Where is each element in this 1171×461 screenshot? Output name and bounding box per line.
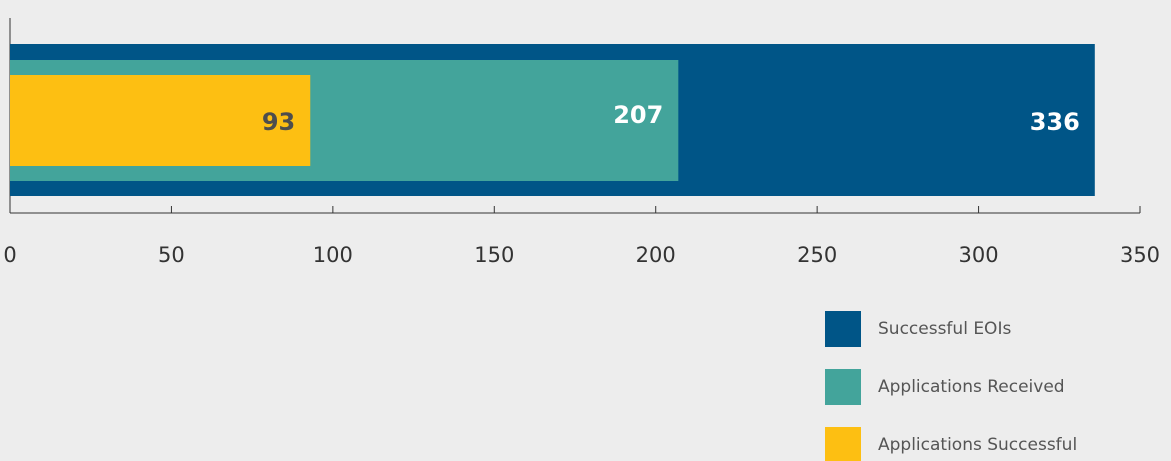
- x-tick-label: 350: [1120, 243, 1160, 267]
- legend-swatch: [825, 311, 861, 347]
- value-label: 207: [613, 101, 663, 129]
- x-tick-label: 250: [797, 243, 837, 267]
- x-tick-label: 50: [158, 243, 185, 267]
- x-tick-label: 300: [959, 243, 999, 267]
- x-tick-label: 150: [474, 243, 514, 267]
- x-tick-label: 200: [636, 243, 676, 267]
- x-tick-label: 100: [313, 243, 353, 267]
- value-label: 93: [262, 108, 295, 136]
- value-label: 336: [1030, 108, 1080, 136]
- legend-swatch: [825, 369, 861, 405]
- x-tick-label: 0: [3, 243, 16, 267]
- bar: [10, 75, 311, 166]
- legend-label: Applications Received: [878, 377, 1065, 397]
- legend-swatch: [825, 427, 861, 461]
- legend-label: Applications Successful: [878, 435, 1077, 455]
- legend-label: Successful EOIs: [878, 319, 1011, 339]
